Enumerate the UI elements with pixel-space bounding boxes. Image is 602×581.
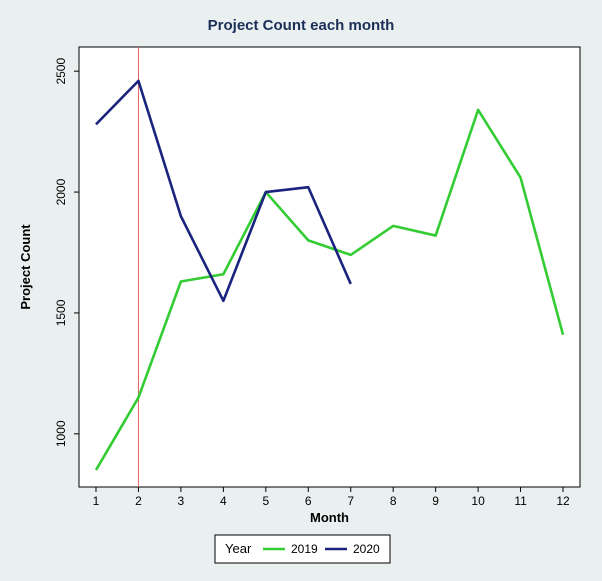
chart-title: Project Count each month bbox=[208, 17, 395, 34]
y-tick-label: 1000 bbox=[54, 420, 68, 447]
chart-svg: Project Count each month123456789101112M… bbox=[0, 0, 602, 581]
x-tick-label: 8 bbox=[390, 494, 397, 508]
y-tick-label: 1500 bbox=[54, 299, 68, 326]
x-axis-label: Month bbox=[310, 510, 349, 525]
y-axis-label: Project Count bbox=[18, 224, 33, 310]
x-tick-label: 1 bbox=[93, 494, 100, 508]
x-tick-label: 6 bbox=[305, 494, 312, 508]
x-tick-label: 7 bbox=[347, 494, 354, 508]
x-tick-label: 9 bbox=[432, 494, 439, 508]
x-tick-label: 4 bbox=[220, 494, 227, 508]
y-tick-label: 2000 bbox=[54, 178, 68, 205]
chart-container: Project Count each month123456789101112M… bbox=[0, 0, 602, 581]
x-tick-label: 3 bbox=[178, 494, 185, 508]
legend-label-2019: 2019 bbox=[291, 542, 318, 556]
y-tick-label: 2500 bbox=[54, 58, 68, 85]
legend-label-2020: 2020 bbox=[353, 542, 380, 556]
x-tick-label: 11 bbox=[514, 494, 527, 508]
x-tick-label: 12 bbox=[556, 494, 570, 508]
x-tick-label: 10 bbox=[471, 494, 485, 508]
x-tick-label: 2 bbox=[135, 494, 142, 508]
x-tick-label: 5 bbox=[262, 494, 269, 508]
legend-title: Year bbox=[225, 541, 252, 556]
plot-area bbox=[79, 47, 580, 487]
